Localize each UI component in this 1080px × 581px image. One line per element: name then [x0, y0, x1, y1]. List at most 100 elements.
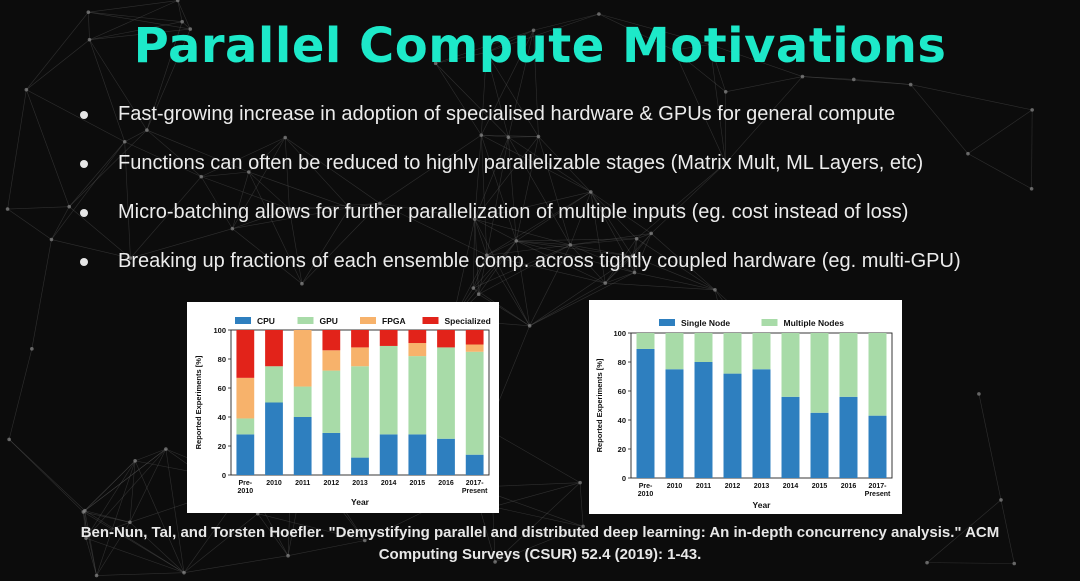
network-line: [481, 134, 509, 138]
network-line: [492, 506, 584, 527]
bar-segment: [379, 434, 398, 475]
network-node: [634, 236, 639, 241]
network-line: [289, 208, 303, 284]
network-line: [632, 233, 652, 257]
bar-segment: [351, 347, 369, 367]
network-line: [853, 79, 911, 85]
network-line: [129, 460, 136, 523]
legend-label: Multiple Nodes: [784, 318, 845, 328]
network-line: [146, 21, 183, 131]
network-line: [650, 162, 726, 234]
network-node: [925, 560, 929, 565]
network-line: [68, 141, 125, 207]
network-line: [130, 228, 233, 259]
network-line: [84, 510, 185, 573]
network-node: [175, 0, 180, 3]
network-node: [966, 151, 970, 156]
legend-label: GPU: [320, 316, 338, 326]
network-node: [24, 87, 29, 92]
network-line: [486, 137, 509, 256]
network-line: [481, 134, 591, 193]
network-node: [713, 288, 717, 292]
network-line: [89, 0, 178, 41]
y-tick-label: 80: [618, 358, 626, 367]
network-line: [51, 239, 131, 259]
network-line: [516, 240, 635, 273]
y-tick-label: 40: [618, 416, 626, 425]
network-line: [177, 0, 191, 30]
network-line: [88, 12, 90, 40]
bar-segment: [293, 417, 312, 475]
network-line: [83, 448, 167, 513]
legend-label: CPU: [257, 316, 275, 326]
y-tick-label: 0: [622, 474, 626, 483]
legend-label: Single Node: [681, 318, 730, 328]
y-tick-label: 20: [618, 445, 626, 454]
citation-line-1: Ben-Nun, Tal, and Torsten Hoefler. "Demy…: [80, 524, 1000, 541]
network-line: [570, 244, 633, 257]
network-node: [800, 74, 805, 79]
network-line: [96, 460, 136, 576]
network-line: [96, 522, 131, 576]
x-tick-label-line: 2014: [381, 480, 397, 487]
bar-segment: [723, 373, 742, 478]
hardware-chart-card: CPU GPU FPGA Specialized 0 20 40 60 80 100 Reporte…: [187, 302, 499, 513]
y-tick-label: 100: [613, 329, 626, 338]
network-line: [516, 238, 637, 242]
x-tick-label: 2015: [812, 483, 828, 490]
network-line: [725, 76, 803, 164]
legend-swatch: [235, 317, 251, 324]
network-line: [284, 137, 290, 209]
network-line: [8, 348, 33, 440]
network-line: [590, 191, 637, 239]
slide-title: Parallel Compute Motivations: [133, 18, 947, 74]
network-line: [709, 44, 727, 92]
network-line: [533, 30, 539, 137]
network-node: [1012, 561, 1017, 566]
x-tick-label: 2013: [754, 483, 770, 490]
bullet-text: Functions can often be reduced to highly…: [118, 152, 924, 174]
y-tick-label: 20: [218, 442, 226, 451]
network-node: [84, 536, 88, 540]
network-node: [484, 253, 489, 258]
network-line: [301, 207, 350, 284]
y-tick-label: 40: [218, 413, 226, 422]
x-tick-label: 2014: [783, 483, 799, 490]
bar-segment: [810, 333, 829, 413]
x-tick-label: 2011: [696, 483, 711, 490]
network-line: [232, 228, 303, 284]
network-node: [7, 437, 11, 442]
network-line: [486, 240, 517, 256]
legend-label: Specialized: [445, 316, 491, 326]
network-line: [926, 499, 1002, 563]
network-line: [590, 191, 633, 257]
network-line: [248, 171, 350, 208]
network-line: [636, 162, 726, 239]
network-line: [605, 233, 652, 284]
network-line: [301, 203, 381, 284]
network-line: [135, 448, 166, 462]
bullet-item: Breaking up fractions of each ensemble c…: [80, 245, 1060, 294]
network-line: [257, 513, 365, 541]
network-line: [474, 135, 482, 220]
network-line: [83, 460, 136, 513]
x-tick-label-line: 2010: [638, 491, 654, 498]
network-line: [673, 50, 726, 164]
bar-segment: [752, 369, 771, 478]
x-tick-label: 2011: [295, 480, 310, 487]
hardware-stacked-bar-chart: CPU GPU FPGA Specialized 0 20 40 60 80 100 Reporte…: [194, 316, 491, 507]
network-line: [287, 540, 365, 556]
network-node: [128, 256, 133, 260]
network-line: [474, 219, 479, 295]
x-tick-label-line: Pre-: [239, 480, 253, 487]
network-line: [910, 84, 969, 154]
bullet-item: Fast-growing increase in adoption of spe…: [80, 98, 1060, 147]
network-line: [967, 153, 1032, 190]
bullet-dot-icon: [80, 111, 88, 119]
bar-segment: [839, 333, 858, 397]
network-line: [289, 207, 350, 210]
network-node: [122, 139, 127, 144]
network-line: [508, 30, 534, 138]
legend-swatch: [297, 317, 314, 324]
bullet-item: Functions can often be reduced to highly…: [80, 147, 1060, 196]
